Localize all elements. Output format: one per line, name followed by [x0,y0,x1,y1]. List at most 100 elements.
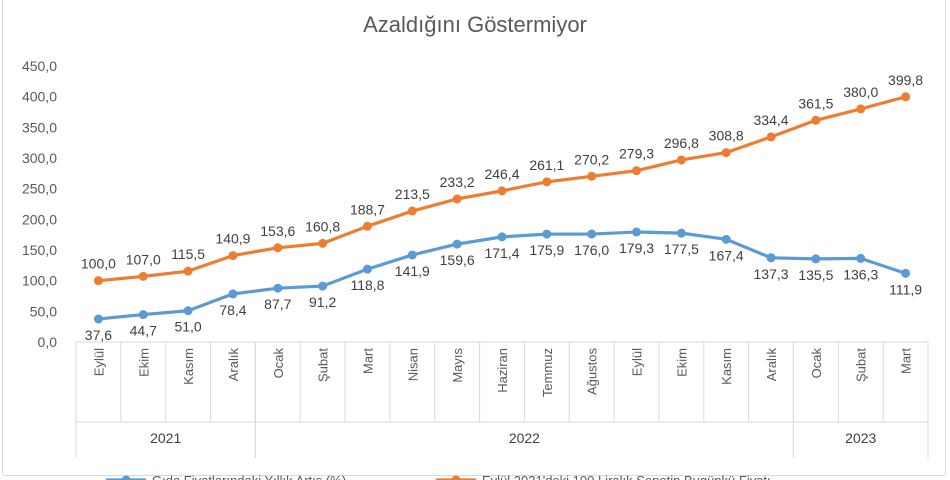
data-point-1 [542,229,552,239]
y-tick-label: 350,0 [22,119,57,135]
data-point-1 [766,253,776,263]
data-point-2 [93,276,103,286]
data-point-2 [587,171,597,181]
data-point-2 [811,115,821,125]
x-tick-label: Şubat [854,348,869,382]
data-point-1 [721,234,731,244]
data-label-2: 279,3 [619,146,654,162]
data-point-2 [273,243,283,253]
data-point-2 [228,251,238,261]
x-tick-label: Mart [899,348,914,374]
x-tick-label: Ekim [136,348,151,377]
legend-marker-1 [121,475,131,480]
legend-marker-2 [451,475,461,480]
y-tick-label: 50,0 [30,303,57,319]
data-point-1 [362,264,372,274]
data-label-2: 153,6 [260,223,295,239]
data-point-2 [407,206,417,216]
data-label-1: 118,8 [350,277,384,293]
data-point-2 [632,166,642,176]
data-point-1 [497,232,507,242]
data-label-2: 213,5 [395,186,430,202]
x-tick-label: Eylül [91,348,106,376]
x-tick-label: Kasım [719,348,734,385]
data-point-2 [138,271,148,281]
data-point-2 [856,104,866,114]
x-tick-label: Ekim [674,348,689,377]
data-label-1: 78,4 [219,302,246,318]
x-tick-label: Mart [360,348,375,374]
data-point-1 [856,253,866,263]
x-tick-label: Ocak [809,348,824,379]
data-label-1: 91,2 [309,294,336,310]
y-tick-label: 150,0 [22,242,57,258]
year-label: 2023 [845,430,876,446]
data-label-2: 100,0 [81,256,116,272]
year-label: 2021 [150,430,181,446]
data-label-1: 171,4 [484,245,519,261]
data-point-1 [407,250,417,260]
year-label: 2022 [509,430,540,446]
x-tick-label: Ocak [271,348,286,379]
data-point-1 [452,239,462,249]
data-point-2 [721,148,731,158]
data-label-2: 334,4 [754,112,789,128]
data-point-1 [273,283,283,293]
data-label-2: 296,8 [664,135,699,151]
data-label-1: 141,9 [395,263,430,279]
data-label-2: 115,5 [171,246,205,262]
y-tick-label: 100,0 [22,273,57,289]
data-point-1 [228,289,238,299]
data-label-2: 270,2 [574,151,609,167]
data-point-2 [497,186,507,196]
data-label-2: 107,0 [126,251,161,267]
data-label-1: 51,0 [174,319,201,335]
data-point-1 [318,281,328,291]
x-tick-label: Nisan [405,348,420,381]
y-tick-label: 250,0 [22,181,57,197]
data-point-2 [183,266,193,276]
data-label-1: 179,3 [619,240,654,256]
legend-label-2: Eylül 2021'deki 100 Liralık Sepetin Bugü… [482,473,771,480]
x-tick-label: Kasım [181,348,196,385]
data-label-1: 135,5 [798,267,833,283]
data-point-2 [542,177,552,187]
data-point-2 [362,221,372,231]
data-label-1: 159,6 [440,252,475,268]
x-tick-label: Eylül [630,348,645,376]
data-label-1: 177,5 [664,241,699,257]
y-tick-label: 300,0 [22,150,57,166]
y-tick-label: 0,0 [38,334,58,350]
data-label-1: 136,3 [843,266,878,282]
data-label-2: 140,9 [215,231,250,247]
data-label-1: 167,4 [709,247,744,263]
x-tick-label: Haziran [495,348,510,393]
data-point-2 [452,194,462,204]
x-tick-label: Aralık [226,348,241,382]
data-label-1: 87,7 [264,296,291,312]
data-label-1: 175,9 [529,242,564,258]
data-point-2 [901,92,911,102]
legend-label-1: Gıda Fiyatlarındaki Yıllık Artış (%) [152,473,346,480]
data-point-1 [811,254,821,264]
data-label-2: 233,2 [440,174,475,190]
y-tick-label: 400,0 [22,89,57,105]
data-point-1 [676,228,686,238]
x-tick-label: Şubat [316,348,331,382]
data-label-1: 176,0 [574,242,609,258]
data-label-2: 261,1 [529,157,564,173]
data-label-2: 246,4 [484,166,519,182]
y-tick-label: 200,0 [22,211,57,227]
data-label-2: 188,7 [350,201,385,217]
data-label-2: 380,0 [843,84,878,100]
data-label-2: 361,5 [798,95,833,111]
y-tick-label: 450,0 [22,58,57,74]
chart-title-line-2: Azaldığını Göstermiyor [363,12,587,37]
data-label-2: 399,8 [888,72,923,88]
data-point-2 [318,238,328,248]
data-label-1: 111,9 [889,281,922,297]
data-label-1: 44,7 [130,323,157,339]
data-label-2: 160,8 [305,218,340,234]
x-tick-label: Temmuz [540,348,555,397]
data-point-1 [632,227,642,237]
